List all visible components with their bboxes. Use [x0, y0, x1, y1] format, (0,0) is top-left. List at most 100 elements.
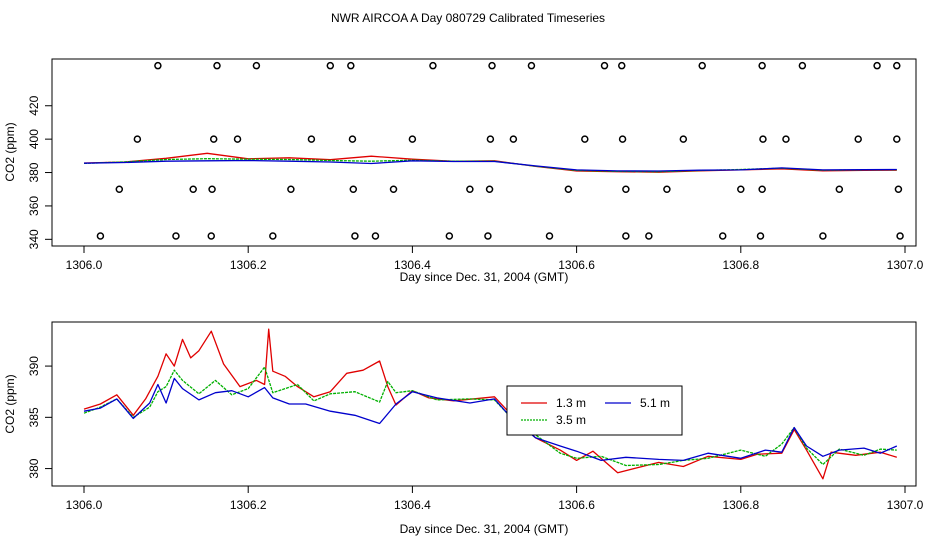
- calibration-marker: [488, 61, 496, 70]
- top-y-axis: 340 360 380 400 420: [27, 95, 52, 249]
- bottom-y-tick-label: 385: [27, 407, 41, 427]
- calibration-marker: [208, 185, 216, 193]
- calibration-marker: [894, 185, 903, 193]
- calibration-marker: [759, 135, 767, 143]
- bottom-x-axis: 1306.0 1306.2 1306.4 1306.6 1306.8 1307.0: [66, 486, 924, 512]
- calibration-marker: [873, 61, 881, 70]
- legend-box: [506, 385, 683, 436]
- top-panel: 1306.0 1306.2 1306.4 1306.6 1306.8 1307.0 340…: [3, 58, 924, 284]
- calibration-marker: [133, 135, 142, 143]
- top-x-tick-label: 1306.6: [558, 258, 595, 272]
- calibration-marker: [835, 185, 844, 193]
- calibration-marker: [466, 185, 474, 193]
- bottom-x-tick-label: 1306.4: [394, 498, 431, 512]
- top-y-tick-label: 340: [27, 229, 41, 249]
- calibration-marker: [115, 185, 124, 193]
- calibration-marker: [663, 185, 671, 193]
- calibration-marker: [893, 61, 901, 70]
- calibration-marker: [287, 185, 295, 193]
- calibration-marker: [347, 61, 355, 70]
- calibration-marker: [348, 135, 357, 143]
- top-plot-frame: [51, 58, 917, 247]
- calibration-marker: [154, 61, 162, 70]
- calibration-marker: [622, 232, 630, 240]
- top-x-tick-label: 1306.2: [230, 258, 267, 272]
- calibration-marker: [269, 232, 277, 240]
- top-series-5-1-m-line: [83, 159, 897, 172]
- calibration-marker: [351, 232, 359, 240]
- calibration-marker: [389, 185, 398, 193]
- calibration-marker: [209, 135, 218, 143]
- bottom-y-tick-label: 390: [27, 356, 41, 376]
- calibration-marker: [485, 185, 494, 193]
- bottom-x-tick-label: 1306.6: [558, 498, 595, 512]
- calibration-marker: [581, 135, 589, 143]
- calibration-marker: [252, 61, 261, 70]
- bottom-series-3-5-m-line: [83, 366, 897, 467]
- calibration-marker: [600, 61, 609, 70]
- legend: 1.3 m 5.1 m 3.5 m: [506, 385, 683, 436]
- calibration-marker: [445, 232, 454, 240]
- chart-title: NWR AIRCOA A Day 080729 Calibrated Times…: [331, 11, 605, 25]
- calibration-marker: [486, 135, 495, 143]
- calibration-marker: [189, 185, 197, 193]
- top-x-tick-label: 1306.8: [722, 258, 759, 272]
- calibration-marker: [718, 232, 727, 240]
- calibration-marker: [698, 61, 706, 70]
- top-y-tick-label: 400: [27, 129, 41, 149]
- calibration-marker: [758, 61, 766, 70]
- calibration-marker: [756, 232, 765, 240]
- bottom-series-lines: [83, 328, 898, 480]
- top-y-tick-label: 420: [27, 95, 41, 115]
- calibration-marker: [484, 232, 492, 240]
- bottom-series-1-3-m-line: [83, 328, 897, 480]
- top-y-tick-label: 380: [27, 162, 41, 182]
- bottom-x-tick-label: 1307.0: [887, 498, 924, 512]
- calibration-marker: [737, 185, 745, 193]
- bottom-y-tick-label: 380: [27, 458, 41, 478]
- calibration-marker: [798, 61, 807, 70]
- bottom-panel: 1306.0 1306.2 1306.4 1306.6 1306.8 1307.0 380…: [3, 321, 924, 536]
- top-x-axis: 1306.0 1306.2 1306.4 1306.6 1306.8 1307.0: [66, 246, 924, 272]
- bottom-x-tick-label: 1306.2: [230, 498, 267, 512]
- calibration-marker: [622, 185, 630, 193]
- bottom-x-tick-label: 1306.8: [722, 498, 759, 512]
- calibration-marker: [207, 232, 216, 240]
- calibration-marker: [545, 232, 554, 240]
- bottom-y-axis-title: CO2 (ppm): [3, 374, 17, 433]
- top-markers: [96, 61, 904, 240]
- calibration-marker: [819, 232, 827, 240]
- calibration-marker: [172, 232, 180, 240]
- top-x-tick-label: 1307.0: [887, 258, 924, 272]
- top-series-lines: [83, 152, 897, 173]
- calibration-marker: [679, 135, 688, 143]
- calibration-marker: [645, 232, 653, 240]
- top-series-1-3-m-line: [83, 152, 897, 173]
- calibration-marker: [618, 61, 626, 70]
- bottom-x-axis-title: Day since Dec. 31, 2004 (GMT): [400, 522, 569, 536]
- calibration-marker: [233, 135, 242, 143]
- calibration-marker: [349, 185, 358, 193]
- legend-label-2: 3.5 m: [556, 413, 586, 427]
- bottom-series-5-1-m-line: [83, 377, 898, 462]
- top-y-tick-label: 360: [27, 196, 41, 216]
- calibration-marker: [429, 61, 437, 70]
- top-y-axis-title: CO2 (ppm): [3, 122, 17, 181]
- top-x-axis-title: Day since Dec. 31, 2004 (GMT): [400, 270, 569, 284]
- bottom-y-axis: 380 385 390: [27, 356, 52, 479]
- bottom-plot-frame: [51, 321, 917, 487]
- top-x-tick-label: 1306.0: [66, 258, 103, 272]
- calibration-marker: [782, 135, 790, 143]
- calibration-marker: [371, 232, 380, 240]
- calibration-marker: [893, 135, 901, 143]
- calibration-marker: [527, 61, 536, 70]
- calibration-marker: [618, 135, 627, 143]
- calibration-marker: [408, 135, 417, 143]
- legend-label-1: 1.3 m: [556, 396, 586, 410]
- legend-label-3: 5.1 m: [640, 396, 670, 410]
- calibration-marker: [307, 135, 316, 143]
- calibration-marker: [896, 232, 904, 240]
- calibration-marker: [854, 135, 862, 143]
- top-x-tick-label: 1306.4: [394, 258, 431, 272]
